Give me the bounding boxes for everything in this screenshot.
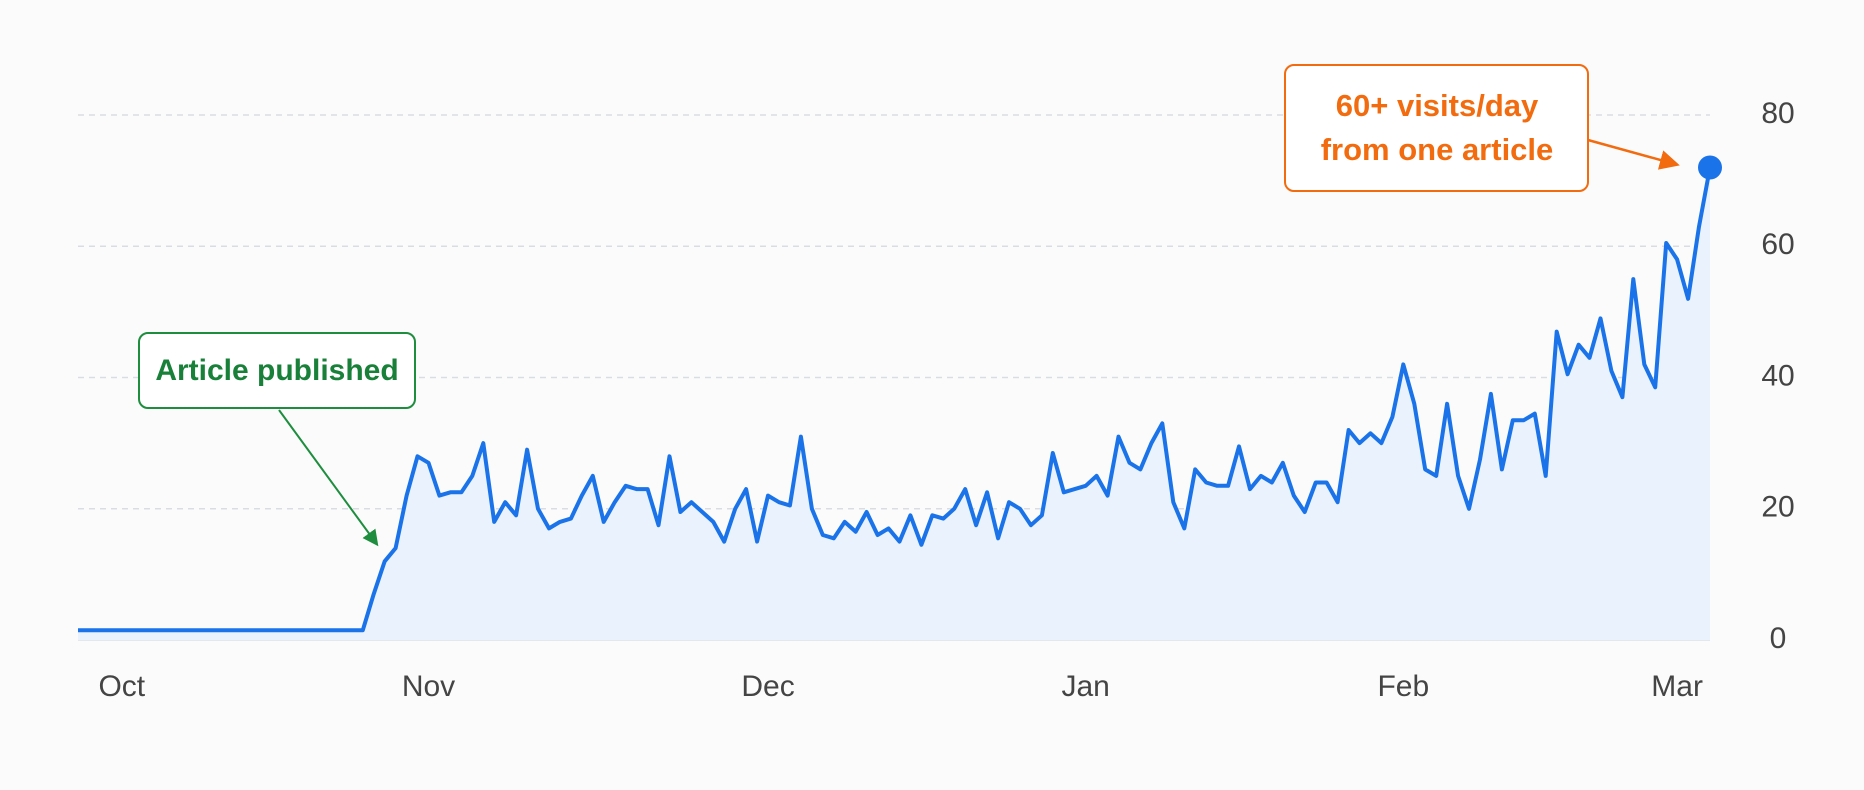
y-tick-label: 60 <box>1761 228 1794 261</box>
annotation-text: Article published <box>155 354 398 387</box>
annotation-box <box>1284 64 1589 192</box>
annotation-text: from one article <box>1321 132 1554 167</box>
x-tick-label: Mar <box>1651 670 1703 703</box>
annotation-arrow <box>278 409 379 547</box>
x-tick-label: Feb <box>1377 670 1429 703</box>
annotation-text: 60+ visits/day <box>1336 88 1539 123</box>
end-point <box>1698 155 1722 180</box>
annotation-box <box>138 332 416 409</box>
x-tick-label: Jan <box>1061 670 1109 703</box>
line <box>78 167 1712 633</box>
annotation-arrow <box>1587 138 1680 170</box>
y-tick-label: 0 <box>1770 622 1787 655</box>
x-tick-label: Nov <box>402 670 455 703</box>
y-tick-label: 20 <box>1761 491 1794 524</box>
x-tick-label: Oct <box>98 670 145 703</box>
y-tick-label: 40 <box>1761 359 1794 392</box>
area <box>78 167 1710 640</box>
y-tick-label: 80 <box>1761 97 1794 130</box>
x-tick-label: Dec <box>741 670 794 703</box>
